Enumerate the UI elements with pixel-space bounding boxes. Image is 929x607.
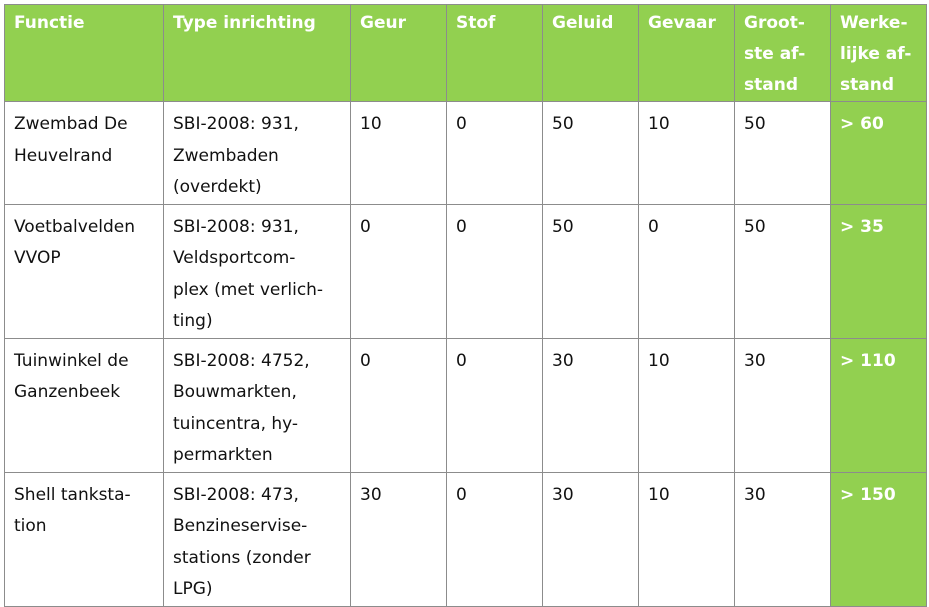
cell-geluid: 50: [542, 203, 639, 339]
cell-geluid: 50: [542, 101, 639, 205]
cell-werkelijke-afstand: > 110: [830, 337, 927, 473]
cell-gevaar: 0: [638, 203, 735, 339]
cell-stof: 0: [446, 101, 543, 205]
header-werkelijke-afstand: Werke- lijke af- stand: [830, 4, 927, 102]
header-functie: Functie: [4, 4, 164, 102]
cell-geur: 30: [350, 471, 447, 607]
cell-stof: 0: [446, 471, 543, 607]
cell-werkelijke-afstand: > 60: [830, 101, 927, 205]
cell-werkelijke-afstand: > 35: [830, 203, 927, 339]
header-grootste-afstand: Groot- ste af- stand: [734, 4, 831, 102]
cell-geluid: 30: [542, 337, 639, 473]
cell-type: SBI-2008: 473, Benzineservise- stations …: [163, 471, 351, 607]
table-row: Shell tanksta- tion SBI-2008: 473, Benzi…: [4, 471, 927, 607]
cell-gevaar: 10: [638, 471, 735, 607]
cell-functie: Shell tanksta- tion: [4, 471, 164, 607]
header-gevaar: Gevaar: [638, 4, 735, 102]
cell-grootste-afstand: 30: [734, 337, 831, 473]
header-geluid: Geluid: [542, 4, 639, 102]
cell-geur: 0: [350, 337, 447, 473]
header-stof: Stof: [446, 4, 543, 102]
cell-functie: Voetbalvelden VVOP: [4, 203, 164, 339]
cell-stof: 0: [446, 203, 543, 339]
cell-geur: 0: [350, 203, 447, 339]
cell-geluid: 30: [542, 471, 639, 607]
table-row: Tuinwinkel de Ganzenbeek SBI-2008: 4752,…: [4, 337, 927, 473]
cell-grootste-afstand: 30: [734, 471, 831, 607]
cell-geur: 10: [350, 101, 447, 205]
cell-functie: Tuinwinkel de Ganzenbeek: [4, 337, 164, 473]
header-type-inrichting: Type inrichting: [163, 4, 351, 102]
table-row: Voetbalvelden VVOP SBI-2008: 931, Veldsp…: [4, 203, 927, 339]
cell-functie: Zwembad De Heuvelrand: [4, 101, 164, 205]
cell-type: SBI-2008: 4752, Bouwmarkten, tuincentra,…: [163, 337, 351, 473]
cell-werkelijke-afstand: > 150: [830, 471, 927, 607]
cell-gevaar: 10: [638, 337, 735, 473]
cell-type: SBI-2008: 931, Veldsportcom- plex (met v…: [163, 203, 351, 339]
table-header-row: Functie Type inrichting Geur Stof Geluid…: [4, 4, 927, 102]
distance-table: Functie Type inrichting Geur Stof Geluid…: [4, 4, 927, 607]
cell-type: SBI-2008: 931, Zwembaden (overdekt): [163, 101, 351, 205]
cell-gevaar: 10: [638, 101, 735, 205]
cell-grootste-afstand: 50: [734, 203, 831, 339]
cell-grootste-afstand: 50: [734, 101, 831, 205]
header-geur: Geur: [350, 4, 447, 102]
table-row: Zwembad De Heuvelrand SBI-2008: 931, Zwe…: [4, 101, 927, 205]
cell-stof: 0: [446, 337, 543, 473]
